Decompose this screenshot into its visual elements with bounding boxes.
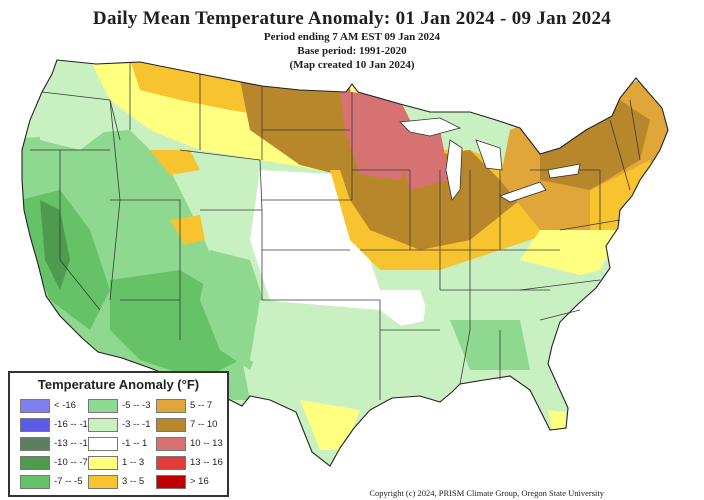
region-deep-south-cool bbox=[450, 320, 530, 370]
great-lakes bbox=[399, 117, 581, 203]
lake-erie bbox=[499, 181, 547, 203]
legend-swatch bbox=[20, 399, 50, 413]
copyright-notice: Copyright (c) 2024, PRISM Climate Group,… bbox=[369, 488, 604, 498]
legend-swatch bbox=[88, 456, 118, 470]
legend-label: 10 -- 13 bbox=[190, 438, 223, 449]
legend-swatch bbox=[20, 418, 50, 432]
legend-swatch bbox=[20, 475, 50, 489]
region-sierra-cold bbox=[40, 200, 70, 290]
legend-swatch bbox=[156, 418, 186, 432]
region-wisconsin-hot bbox=[390, 130, 450, 190]
legend-swatch bbox=[88, 437, 118, 451]
legend-label: -10 -- -7 bbox=[54, 457, 88, 468]
map-title: Daily Mean Temperature Anomaly: 01 Jan 2… bbox=[92, 8, 612, 29]
legend-label: 1 -- 3 bbox=[122, 457, 145, 468]
base-period: Base period: 1991-2020 bbox=[297, 45, 407, 57]
lake-huron bbox=[475, 139, 503, 171]
lake-ontario bbox=[547, 163, 581, 179]
legend-title: Temperature Anomaly (°F) bbox=[37, 377, 200, 392]
region-colorado-warm bbox=[170, 215, 205, 245]
period-ending: Period ending 7 AM EST 09 Jan 2024 bbox=[263, 31, 441, 43]
legend-swatch bbox=[156, 475, 186, 489]
legend-label: -13 -- -10 bbox=[54, 438, 94, 449]
legend-swatch bbox=[156, 399, 186, 413]
legend-label: < -16 bbox=[54, 400, 76, 411]
legend-swatch bbox=[156, 437, 186, 451]
legend-swatch bbox=[20, 456, 50, 470]
conus-outline bbox=[21, 59, 669, 467]
region-south-florida-warm bbox=[548, 410, 566, 430]
state-boundaries bbox=[30, 62, 641, 400]
legend-label: 13 -- 16 bbox=[190, 457, 223, 468]
legend-label: -3 -- -1 bbox=[122, 419, 151, 430]
region-south-texas-warm bbox=[300, 400, 360, 450]
legend-box: Temperature Anomaly (°F) < -16 -16 -- -13… bbox=[8, 371, 229, 497]
legend-label: 5 -- 7 bbox=[190, 400, 213, 411]
legend-swatch bbox=[88, 399, 118, 413]
legend-label: 7 -- 10 bbox=[190, 419, 218, 430]
lake-michigan bbox=[445, 139, 463, 201]
legend-swatch bbox=[88, 418, 118, 432]
legend-label: 3 -- 5 bbox=[122, 476, 145, 487]
legend-label: -5 -- -3 bbox=[122, 400, 151, 411]
legend-label: -16 -- -13 bbox=[54, 419, 94, 430]
map-created-date: (Map created 10 Jan 2024) bbox=[289, 59, 415, 71]
region-dakotas-warm bbox=[240, 80, 360, 175]
legend-swatch bbox=[156, 456, 186, 470]
legend-swatch bbox=[20, 437, 50, 451]
legend-label: -7 -- -5 bbox=[54, 476, 83, 487]
legend-label: -1 -- 1 bbox=[122, 438, 148, 449]
region-northwest bbox=[40, 60, 120, 150]
lake-superior bbox=[399, 117, 462, 137]
region-wyoming-warm bbox=[150, 150, 200, 175]
legend-swatch bbox=[88, 475, 118, 489]
region-new-mexico-cool bbox=[200, 250, 270, 370]
legend-label: > 16 bbox=[190, 476, 209, 487]
